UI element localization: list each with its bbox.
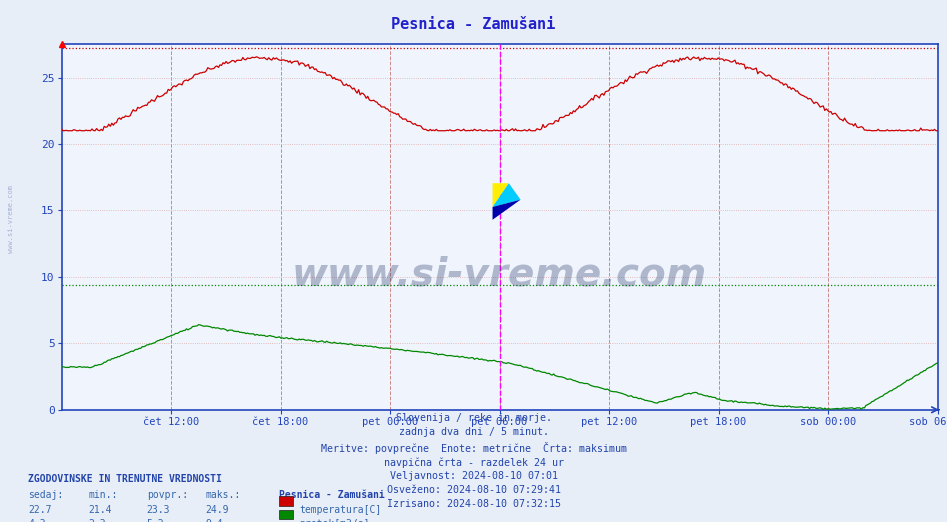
Text: www.si-vreme.com: www.si-vreme.com: [292, 256, 707, 293]
Text: temperatura[C]: temperatura[C]: [299, 505, 382, 515]
Text: min.:: min.:: [88, 490, 117, 500]
Text: 2.3: 2.3: [88, 519, 106, 522]
Text: www.si-vreme.com: www.si-vreme.com: [9, 185, 14, 253]
Text: maks.:: maks.:: [205, 490, 241, 500]
Text: Pesnica - Zamušani: Pesnica - Zamušani: [279, 490, 385, 500]
Text: povpr.:: povpr.:: [147, 490, 188, 500]
Text: 21.4: 21.4: [88, 505, 112, 515]
Text: pretok[m3/s]: pretok[m3/s]: [299, 519, 369, 522]
Text: sedaj:: sedaj:: [28, 490, 63, 500]
Text: 23.3: 23.3: [147, 505, 170, 515]
Text: Slovenija / reke in morje.
zadnja dva dni / 5 minut.
Meritve: povprečne  Enote: : Slovenija / reke in morje. zadnja dva dn…: [320, 413, 627, 508]
Text: 5.2: 5.2: [147, 519, 165, 522]
Text: 9.4: 9.4: [205, 519, 223, 522]
Text: Pesnica - Zamušani: Pesnica - Zamušani: [391, 17, 556, 32]
Text: 24.9: 24.9: [205, 505, 229, 515]
Text: 22.7: 22.7: [28, 505, 52, 515]
Text: ZGODOVINSKE IN TRENUTNE VREDNOSTI: ZGODOVINSKE IN TRENUTNE VREDNOSTI: [28, 474, 223, 484]
Text: 4.3: 4.3: [28, 519, 46, 522]
